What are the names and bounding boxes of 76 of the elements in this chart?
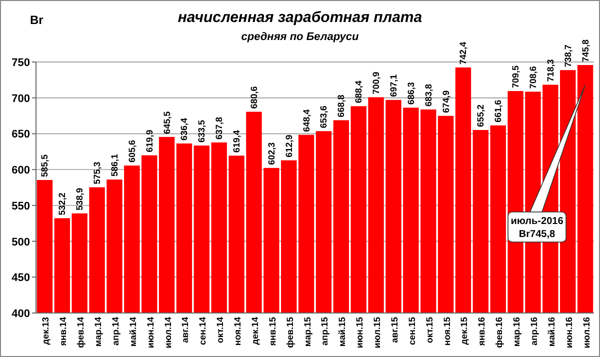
x-tick-label: окт.15 xyxy=(424,317,434,344)
x-tick-label: июн.16 xyxy=(564,317,574,348)
data-label: 619,4 xyxy=(232,130,242,153)
x-tick-label: авг.14 xyxy=(180,317,190,343)
x-tick-label: апр.16 xyxy=(528,317,539,346)
x-tick-label: фев.15 xyxy=(284,317,295,348)
data-label: 745,8 xyxy=(580,39,590,62)
y-tick-label: 750 xyxy=(12,57,30,69)
y-tick-label: 550 xyxy=(12,200,30,212)
x-tick-label: апр.15 xyxy=(320,317,330,346)
data-label: 680,6 xyxy=(248,86,259,109)
y-tick-label: 500 xyxy=(12,236,30,248)
data-label: 619,9 xyxy=(144,130,154,152)
x-tick-label: май.14 xyxy=(128,317,138,347)
x-tick-label: фев.16 xyxy=(494,317,504,348)
data-label: 709,5 xyxy=(510,66,521,88)
data-label: 648,4 xyxy=(301,109,312,132)
x-tick-label: сен.15 xyxy=(406,317,417,345)
data-label: 637,8 xyxy=(214,116,224,140)
y-tick-label: 600 xyxy=(12,164,30,177)
data-label: 686,3 xyxy=(406,82,416,105)
chart-title: начисленная заработная плата xyxy=(178,9,422,26)
x-tick-label: апр.14 xyxy=(110,317,120,346)
data-label: 688,4 xyxy=(354,80,364,104)
x-tick-label: окт.14 xyxy=(215,317,226,344)
data-label: 738,7 xyxy=(562,44,573,68)
x-tick-label: янв.15 xyxy=(267,317,278,346)
x-tick-label: июн.14 xyxy=(145,317,156,348)
data-label: 708,6 xyxy=(528,66,538,89)
x-tick-label: фев.14 xyxy=(76,317,86,348)
data-label: 700,9 xyxy=(371,72,382,94)
x-tick-label: дек.14 xyxy=(250,317,260,345)
data-label: 602,3 xyxy=(266,142,276,165)
x-tick-label: дек.13 xyxy=(40,317,51,345)
data-label: 674,9 xyxy=(440,90,451,113)
x-tick-label: ноя.15 xyxy=(442,317,452,346)
x-tick-label: ноя.14 xyxy=(232,317,243,346)
y-tick-label: 450 xyxy=(12,272,30,284)
data-label: 697,1 xyxy=(388,74,398,97)
data-label: 668,8 xyxy=(336,94,346,118)
data-label: 636,4 xyxy=(179,118,190,140)
data-label: 575,3 xyxy=(92,162,102,184)
x-tick-label: авг.15 xyxy=(389,317,400,343)
x-tick-label: мар.16 xyxy=(512,317,522,347)
data-label: 653,6 xyxy=(318,106,329,128)
data-label: 661,6 xyxy=(493,100,504,122)
y-tick-label: 700 xyxy=(12,92,30,105)
y-tick-label: 400 xyxy=(12,308,30,320)
data-label: 683,8 xyxy=(423,84,434,106)
x-tick-label: май.16 xyxy=(546,317,556,347)
x-tick-label: янв.14 xyxy=(58,317,68,346)
x-tick-label: мар.15 xyxy=(302,317,312,347)
x-tick-label: янв.16 xyxy=(476,317,487,346)
x-tick-label: июл.14 xyxy=(162,317,173,348)
x-tick-label: май.15 xyxy=(337,317,348,347)
chart-subtitle: средняя по Беларуси xyxy=(241,31,359,43)
data-label: 586,1 xyxy=(109,154,120,177)
data-label: 538,9 xyxy=(74,188,85,210)
y-axis-title: Br xyxy=(30,13,44,27)
annotation: июль-2016 Br745,8 xyxy=(510,216,564,240)
x-tick-label: сен.14 xyxy=(198,317,208,345)
data-label: 612,9 xyxy=(284,134,294,158)
x-tick-label: июл.16 xyxy=(581,317,592,348)
data-label: 585,5 xyxy=(40,154,50,177)
x-tick-label: июн.15 xyxy=(354,317,365,348)
data-label: 605,6 xyxy=(126,140,137,163)
data-label: 655,2 xyxy=(476,104,486,127)
data-label: 742,4 xyxy=(458,42,468,64)
x-tick-label: июл.15 xyxy=(372,317,382,348)
x-tick-label: дек.15 xyxy=(459,317,470,345)
data-label: 633,5 xyxy=(196,120,207,143)
data-label: 532,2 xyxy=(57,192,68,216)
data-label: 718,3 xyxy=(545,59,556,82)
x-tick-label: мар.14 xyxy=(93,317,104,347)
data-label: 645,5 xyxy=(162,111,172,134)
y-tick-label: 650 xyxy=(12,128,30,141)
